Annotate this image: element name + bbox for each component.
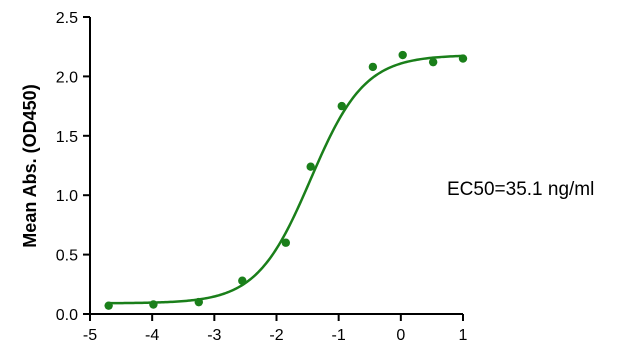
fit-layer [108, 54, 464, 305]
data-point [104, 301, 113, 310]
data-point [281, 238, 291, 247]
fit-curve [108, 54, 464, 305]
y-tick-label: 2.0 [56, 69, 78, 86]
y-tick-label: 0.0 [56, 307, 78, 324]
data-point [306, 162, 315, 171]
data-point [337, 101, 346, 111]
x-tick-label: 1 [459, 327, 468, 344]
y-tick-label: 1.0 [56, 188, 78, 205]
axes: 0.0 0.5 1.0 1.5 2.0 2.5 -5 -4 -3 -2 -1 0 1 [56, 10, 468, 344]
data-point [238, 276, 247, 285]
x-tick-label: -5 [83, 327, 97, 344]
x-tick-label: -1 [332, 327, 346, 344]
x-tick-label: 0 [396, 327, 405, 344]
y-tick-label: 2.5 [56, 10, 78, 27]
data-point [368, 62, 378, 72]
x-tick-label: -4 [145, 327, 159, 344]
y-axis-title: Mean Abs. (OD450) [20, 84, 40, 247]
y-tick-label: 0.5 [56, 248, 78, 265]
ec50-annotation: EC50=35.1 ng/ml [447, 179, 594, 200]
data-point [458, 54, 468, 63]
data-points [104, 50, 468, 310]
x-tick-label: -2 [269, 327, 283, 344]
data-point [194, 297, 203, 307]
data-point [428, 57, 438, 67]
data-point [149, 300, 158, 309]
data-point [398, 50, 407, 60]
x-tick-label: -3 [207, 327, 221, 344]
y-tick-label: 1.5 [56, 129, 78, 146]
